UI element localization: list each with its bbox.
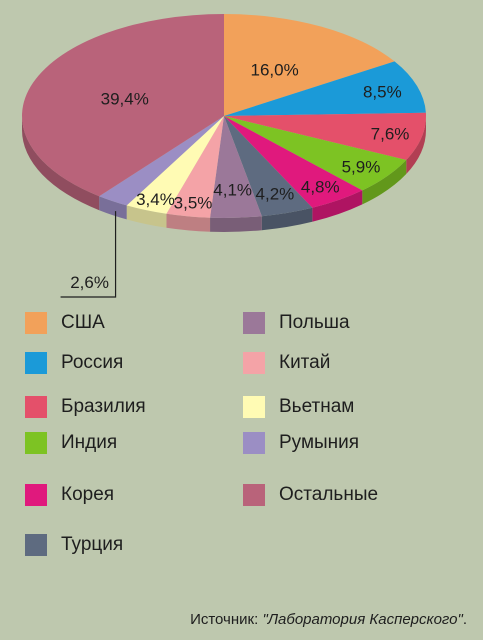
- legend-label: Остальные: [279, 484, 379, 505]
- legend-label: США: [61, 312, 105, 333]
- source-suffix: .: [462, 611, 467, 628]
- legend-item-китай: Китай: [243, 350, 330, 376]
- legend-label: Вьетнам: [279, 396, 355, 417]
- legend-swatch: [25, 396, 47, 418]
- legend-item-румыния: Румыния: [243, 430, 359, 456]
- legend-swatch: [243, 352, 265, 374]
- pie-side-румыния: [99, 196, 127, 220]
- data-label-румыния: 2,6%: [70, 273, 109, 292]
- pie-slice-сша: [224, 14, 395, 116]
- legend-label: Индия: [61, 432, 118, 453]
- pie-side-индия: [362, 160, 407, 205]
- legend-label: Китай: [279, 352, 331, 373]
- legend-item-турция: Турция: [25, 532, 123, 558]
- data-label-вьетнам: 3,4%: [136, 190, 175, 209]
- legend-label: Румыния: [279, 432, 360, 453]
- pie-side-китай: [166, 213, 211, 232]
- data-label-корея: 4,8%: [301, 178, 340, 197]
- legend-item-сша: США: [25, 310, 105, 336]
- legend-swatch: [243, 484, 265, 506]
- pie-slice-бразилия: [224, 112, 426, 161]
- legend-swatch: [25, 484, 47, 506]
- pie-side-остальные: [22, 116, 100, 211]
- pie-slice-вьетнам: [126, 116, 224, 214]
- data-label-остальные: 39,4%: [101, 90, 149, 109]
- legend-swatch: [25, 352, 47, 374]
- pie-slice-румыния: [99, 116, 224, 206]
- pie-sides: [22, 116, 426, 232]
- pie-slice-корея: [224, 116, 363, 208]
- legend-label: Польша: [279, 312, 350, 333]
- pie-slice-остальные: [22, 13, 224, 197]
- data-label-индия: 5,9%: [342, 158, 381, 177]
- data-label-россия: 8,5%: [363, 82, 402, 101]
- data-label-бразилия: 7,6%: [371, 125, 410, 144]
- legend-item-остальные: Остальные: [243, 482, 378, 508]
- legend-item-вьетнам: Вьетнам: [243, 394, 354, 420]
- legend-swatch: [25, 312, 47, 334]
- pie-top: [22, 13, 426, 219]
- legend-label: Турция: [61, 534, 124, 555]
- legend-item-россия: Россия: [25, 350, 123, 376]
- data-label-турция: 4,2%: [256, 184, 295, 203]
- data-label-польша: 4,1%: [213, 180, 252, 199]
- pie-side-польша: [210, 216, 262, 232]
- data-label-китай: 3,5%: [174, 193, 213, 212]
- pie-slice-турция: [224, 116, 313, 217]
- pie-chart: 16,0% 8,5% 7,6% 5,9%4,8% 4,2%4,1%3,5%3,4% 2,6…: [22, 13, 426, 298]
- legend-item-бразилия: Бразилия: [25, 394, 146, 420]
- pie-slice-россия: [224, 61, 426, 116]
- source-note: Источник: "Лаборатория Касперского".: [190, 611, 467, 628]
- legend-swatch: [25, 534, 47, 556]
- pie-slice-польша: [210, 116, 262, 219]
- pie-side-вьетнам: [126, 205, 167, 228]
- pie-side-турция: [261, 207, 313, 231]
- pie-labels: 16,0% 8,5% 7,6% 5,9%4,8% 4,2%4,1%3,5%3,4% 2,6…: [60, 61, 410, 298]
- pie-slice-китай: [166, 116, 224, 218]
- pie-side-бразилия: [406, 116, 426, 175]
- legend-swatch: [243, 432, 265, 454]
- legend-label: Бразилия: [61, 396, 146, 417]
- legend-swatch: [25, 432, 47, 454]
- legend-label: Корея: [61, 484, 115, 505]
- legend-item-польша: Польша: [243, 310, 350, 336]
- pie-side-корея: [312, 190, 363, 222]
- legend-item-корея: Корея: [25, 482, 114, 508]
- source-name: "Лаборатория Касперского": [262, 611, 463, 628]
- legend-swatch: [243, 312, 265, 334]
- data-label-сша: 16,0%: [251, 61, 299, 80]
- legend-item-индия: Индия: [25, 430, 117, 456]
- legend-label: Россия: [61, 352, 124, 373]
- callout-line-румыния: [60, 211, 117, 298]
- pie-slice-индия: [224, 116, 407, 191]
- source-prefix: Источник:: [190, 611, 263, 628]
- legend-swatch: [243, 396, 265, 418]
